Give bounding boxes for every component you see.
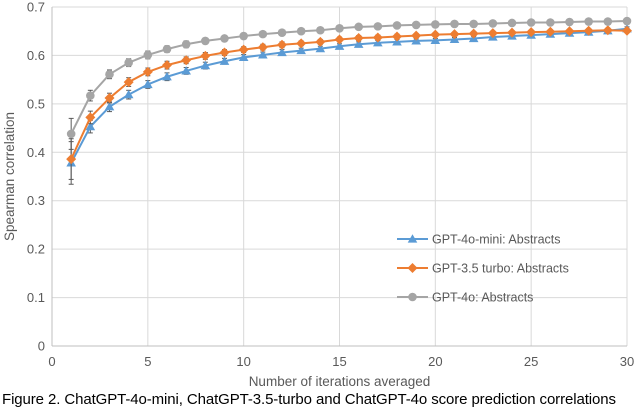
- legend-item-gpt-4o-abstracts: GPT-4o: Abstracts: [397, 291, 533, 305]
- legend: GPT-4o-mini: Abstracts GPT-3.5 turbo: Abs…: [397, 233, 569, 305]
- axes: [51, 7, 627, 347]
- x-tick-label: 5: [144, 354, 151, 369]
- series-line: [70, 29, 628, 160]
- y-tick-label: 0.7: [27, 0, 45, 15]
- error-bars: [68, 26, 630, 185]
- series-gpt-4o-abstracts: [66, 16, 632, 150]
- legend-item-gpt-3-5-turbo-abstracts: GPT-3.5 turbo: Abstracts: [397, 262, 569, 276]
- y-tick-label: 0: [38, 339, 45, 354]
- x-tick-label: 20: [428, 354, 442, 369]
- series-line: [70, 27, 628, 164]
- tick-labels: 0 0.1 0.2 0.3 0.4 0.5 0.6 0.7 0 5 10 15 20 25 30: [27, 0, 634, 369]
- x-axis-title: Number of iterations averaged: [249, 374, 431, 389]
- x-tick-label: 15: [332, 354, 346, 369]
- legend-label: GPT-4o: Abstracts: [432, 291, 533, 305]
- x-tick-label: 25: [524, 354, 538, 369]
- y-axis-title: Spearman correlation: [2, 112, 17, 241]
- series-markers: [66, 16, 632, 139]
- x-tick-label: 30: [620, 354, 634, 369]
- x-tick-label: 10: [236, 354, 250, 369]
- legend-label: GPT-3.5 turbo: Abstracts: [432, 262, 569, 276]
- legend-item-gpt-4o-mini-abstracts: GPT-4o-mini: Abstracts: [397, 233, 561, 247]
- series-gpt-3-5-turbo-abstracts: [66, 25, 632, 180]
- y-tick-label: 0.4: [27, 145, 45, 160]
- series-markers: [66, 23, 632, 167]
- y-tick-label: 0.2: [27, 242, 45, 257]
- y-tick-label: 0.1: [27, 290, 45, 305]
- series-markers: [66, 25, 632, 165]
- chart-canvas: 0 0.1 0.2 0.3 0.4 0.5 0.6 0.7 0 5 10 15 20 25 30 Number…: [2, 0, 634, 389]
- series-gpt-4o-mini-abstracts: [66, 23, 632, 185]
- y-tick-label: 0.5: [27, 96, 45, 111]
- y-tick-label: 0.3: [27, 193, 45, 208]
- x-tick-label: 0: [48, 354, 55, 369]
- legend-label: GPT-4o-mini: Abstracts: [432, 233, 561, 247]
- y-tick-label: 0.6: [27, 48, 45, 63]
- figure-caption: Figure 2. ChatGPT-4o-mini, ChatGPT-3.5-t…: [2, 391, 616, 408]
